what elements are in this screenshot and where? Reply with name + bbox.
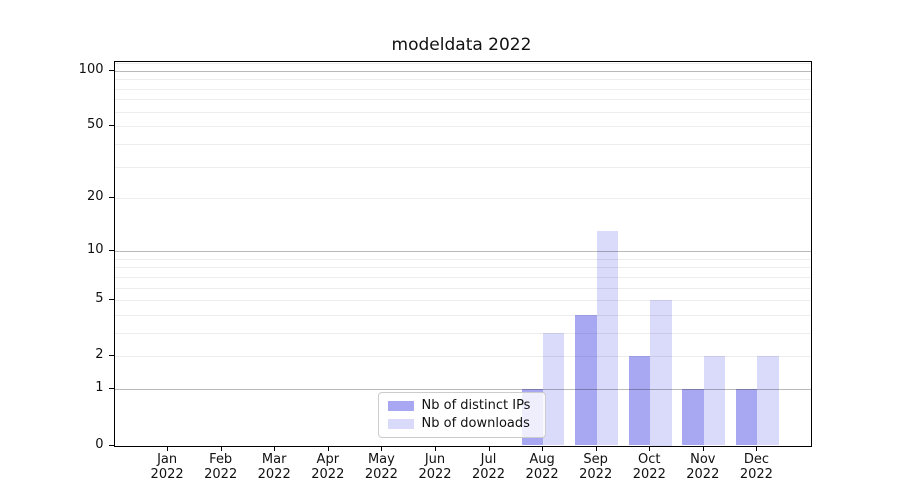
x-tick-label: Jun 2022 bbox=[405, 452, 465, 483]
y-tick-label: 20 bbox=[86, 189, 104, 205]
x-tick-month: Jan bbox=[157, 451, 178, 467]
x-tick-label: Oct 2022 bbox=[619, 452, 679, 483]
x-tick-month: Dec bbox=[743, 451, 769, 467]
x-tick-label: Nov 2022 bbox=[673, 452, 733, 483]
x-tick-label: Dec 2022 bbox=[726, 452, 786, 483]
x-tick-year: 2022 bbox=[311, 467, 345, 482]
x-tick-label: Jul 2022 bbox=[459, 452, 519, 483]
x-tick-mark bbox=[649, 445, 651, 451]
x-tick-month: Apr bbox=[316, 451, 340, 467]
x-tick-year: 2022 bbox=[471, 467, 506, 482]
x-tick-mark bbox=[220, 445, 222, 451]
bar-nb-of-downloads-nov bbox=[703, 356, 726, 446]
y-tick-label: 0 bbox=[95, 436, 104, 452]
x-tick-year: 2022 bbox=[418, 467, 452, 482]
x-tick-month: Jul bbox=[480, 451, 497, 467]
x-tick-year: 2022 bbox=[204, 467, 238, 482]
x-tick-year: 2022 bbox=[739, 467, 773, 482]
x-tick-label: Aug 2022 bbox=[512, 452, 572, 483]
x-tick-month: Feb bbox=[209, 451, 233, 467]
y-tick-label: 2 bbox=[95, 347, 104, 363]
y-tick-mark bbox=[108, 69, 114, 71]
legend-swatch-distinct-ips bbox=[387, 400, 414, 411]
y-tick-label: 5 bbox=[95, 291, 104, 306]
x-tick-mark bbox=[756, 445, 758, 451]
x-tick-mark bbox=[702, 445, 704, 451]
bar-nb-of-downloads-oct bbox=[650, 300, 672, 446]
x-tick-label: Sep 2022 bbox=[566, 452, 626, 483]
bar-nb-of-distinct-ips-nov bbox=[682, 389, 704, 446]
y-tick-mark bbox=[108, 388, 114, 390]
legend-item-distinct-ips: Nb of distinct IPs bbox=[379, 398, 545, 413]
x-tick-label: Apr 2022 bbox=[298, 452, 358, 483]
y-tick-label: 100 bbox=[78, 61, 104, 77]
y-tick-mark bbox=[108, 355, 114, 357]
legend-label-downloads: Nb of downloads bbox=[421, 416, 530, 431]
x-tick-year: 2022 bbox=[364, 467, 398, 482]
y-tick-mark bbox=[108, 444, 114, 446]
bars-layer bbox=[115, 62, 812, 446]
chart-title: modeldata 2022 bbox=[391, 35, 532, 55]
x-tick-year: 2022 bbox=[257, 467, 291, 482]
x-tick-mark bbox=[381, 445, 383, 451]
plot-area: Nb of distinct IPs Nb of downloads bbox=[113, 61, 812, 447]
x-tick-month: Aug bbox=[529, 451, 555, 467]
y-tick-mark bbox=[108, 299, 114, 300]
x-tick-mark bbox=[542, 445, 544, 451]
x-tick-label: Jan 2022 bbox=[137, 452, 197, 483]
bar-nb-of-distinct-ips-oct bbox=[628, 356, 651, 446]
x-tick-month: Jun bbox=[424, 451, 446, 467]
x-tick-mark bbox=[435, 445, 436, 451]
x-tick-label: Feb 2022 bbox=[191, 452, 251, 483]
x-tick-mark bbox=[327, 445, 329, 451]
y-tick-mark bbox=[108, 197, 114, 199]
x-tick-mark bbox=[167, 445, 169, 451]
legend-item-downloads: Nb of downloads bbox=[379, 416, 545, 431]
x-tick-mark bbox=[488, 445, 490, 451]
legend-swatch-downloads bbox=[387, 418, 414, 429]
x-tick-mark bbox=[274, 445, 276, 451]
x-tick-month: Oct bbox=[638, 451, 661, 467]
bar-nb-of-downloads-dec bbox=[757, 356, 779, 446]
x-tick-mark bbox=[595, 445, 597, 451]
bar-nb-of-distinct-ips-dec bbox=[736, 389, 758, 446]
y-tick-mark bbox=[108, 125, 114, 127]
x-tick-year: 2022 bbox=[632, 467, 666, 482]
legend-label-distinct-ips: Nb of distinct IPs bbox=[421, 398, 531, 413]
legend: Nb of distinct IPs Nb of downloads bbox=[377, 391, 546, 438]
y-tick-label: 10 bbox=[86, 241, 104, 257]
x-tick-month: Sep bbox=[583, 451, 608, 467]
y-tick-label: 1 bbox=[95, 380, 104, 396]
x-tick-month: May bbox=[367, 451, 395, 467]
x-tick-month: Nov bbox=[690, 451, 716, 467]
y-tick-mark bbox=[108, 249, 114, 251]
x-tick-label: May 2022 bbox=[351, 452, 411, 483]
x-tick-month: Mar bbox=[261, 451, 287, 467]
x-tick-year: 2022 bbox=[686, 467, 720, 482]
x-tick-year: 2022 bbox=[525, 467, 559, 482]
bar-nb-of-downloads-aug bbox=[543, 332, 565, 446]
bar-nb-of-distinct-ips-sep bbox=[575, 314, 597, 446]
x-tick-year: 2022 bbox=[579, 467, 613, 482]
x-tick-year: 2022 bbox=[150, 467, 184, 482]
x-tick-label: Mar 2022 bbox=[244, 452, 304, 483]
bar-nb-of-downloads-sep bbox=[596, 231, 619, 446]
y-tick-label: 50 bbox=[86, 117, 104, 133]
